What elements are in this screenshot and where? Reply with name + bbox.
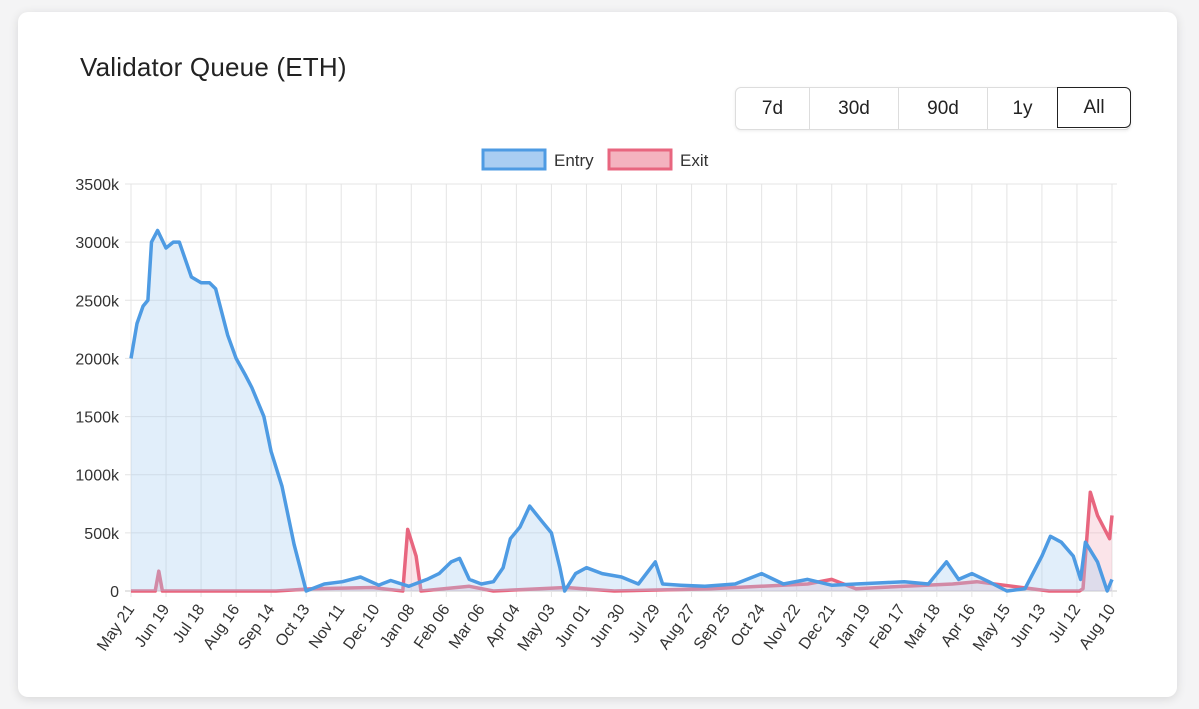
x-tick-label: Sep 25 xyxy=(691,601,734,652)
x-tick-label: Dec 21 xyxy=(796,601,839,652)
series-layer xyxy=(129,228,1114,593)
legend-item-exit[interactable]: Exit xyxy=(607,148,709,171)
range-button-1y[interactable]: 1y xyxy=(987,88,1057,129)
x-tick-label: Jun 19 xyxy=(132,601,174,650)
x-tick-label: Feb 17 xyxy=(867,601,910,652)
range-button-30d[interactable]: 30d xyxy=(809,88,898,129)
x-tick-label: Jun 30 xyxy=(587,601,629,650)
series-area-entry xyxy=(131,230,1112,591)
x-tick-label: May 21 xyxy=(94,601,138,654)
x-tick-label: Sep 14 xyxy=(235,601,278,652)
y-tick-label: 3500k xyxy=(75,177,120,194)
series-line-entry xyxy=(129,228,1114,593)
y-tick-label: 2500k xyxy=(75,293,120,310)
y-tick-label: 500k xyxy=(84,526,120,543)
range-button-all[interactable]: All xyxy=(1057,87,1131,128)
y-tick-label: 0 xyxy=(110,584,119,601)
x-tick-label: Feb 06 xyxy=(411,601,454,652)
series-line-exit xyxy=(131,490,1114,593)
range-selector: 7d 30d 90d 1y All xyxy=(735,87,1131,130)
page-title: Validator Queue (ETH) xyxy=(80,52,347,82)
legend-label: Exit xyxy=(680,151,709,170)
legend-swatch-exit xyxy=(607,148,673,171)
x-tick-label: Dec 10 xyxy=(341,601,384,652)
x-tick-label: Mar 18 xyxy=(902,601,945,652)
y-tick-label: 1500k xyxy=(75,410,120,427)
range-button-90d[interactable]: 90d xyxy=(898,88,987,129)
legend-label: Entry xyxy=(554,151,594,170)
x-tick-label: Jun 01 xyxy=(552,601,594,650)
x-tick-label: May 03 xyxy=(515,601,559,654)
legend-item-entry[interactable]: Entry xyxy=(481,148,594,171)
legend[interactable]: Entry Exit xyxy=(481,148,709,171)
range-button-7d[interactable]: 7d xyxy=(736,88,809,129)
y-tick-label: 2000k xyxy=(75,351,120,368)
legend-swatch-entry xyxy=(481,148,547,171)
y-tick-label: 3000k xyxy=(75,235,120,252)
x-tick-label: Aug 10 xyxy=(1076,601,1119,652)
x-tick-label: Mar 06 xyxy=(446,601,489,652)
grid xyxy=(125,183,1117,597)
x-tick-label: May 15 xyxy=(970,601,1014,654)
x-tick-label: Jun 13 xyxy=(1008,601,1050,650)
y-tick-label: 1000k xyxy=(75,468,120,485)
